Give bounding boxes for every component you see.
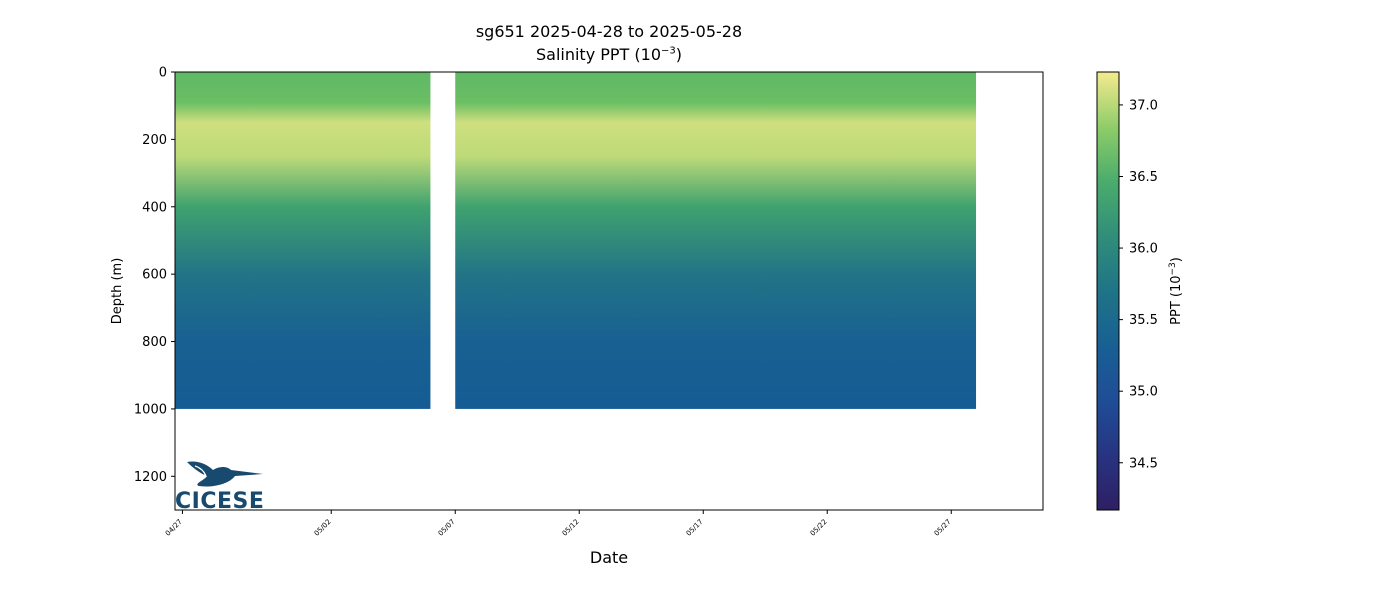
colorbar: 34.5 35.0 35.5 36.0 36.5 37.0 PPT (10−3) [1096,71,1184,511]
colorbar-tick-label: 37.0 [1129,98,1158,113]
subtitle-close: ) [675,45,683,64]
heatmap-segment [175,72,431,409]
plot-area [175,72,977,409]
colorbar-label: PPT (10−3) [1168,257,1184,325]
chart-subtitle: Salinity PPT (10−3) [175,45,1043,64]
x-tick-label: 05/27 [933,518,953,538]
colorbar-tick-label: 34.5 [1129,456,1158,471]
y-tick-label: 400 [142,200,167,215]
colorbar-tick-label: 36.5 [1129,170,1158,185]
x-tick-label: 05/07 [437,518,457,538]
colorbar-label-sup: −3 [1168,262,1178,275]
y-tick-label: 200 [142,133,167,148]
pelican-icon [187,461,263,487]
y-tick-label: 800 [142,335,167,350]
salinity-heatmap [175,72,977,409]
colorbar-tick-label: 36.0 [1129,242,1158,257]
colorbar-tick-label: 35.5 [1129,313,1158,328]
x-tick-label: 05/22 [809,518,829,538]
y-axis: 0 200 400 600 800 1000 1200 [134,66,175,485]
plot-frame [174,71,1044,511]
y-axis-label: Depth (m) [110,258,125,325]
colorbar-tick-label: 35.0 [1129,385,1158,400]
x-tick-label: 05/12 [561,518,581,538]
colorbar-gradient [1096,71,1120,511]
colorbar-label-text: PPT (10 [1169,275,1184,324]
heatmap-segment [455,72,977,409]
subtitle-exponent: −3 [661,45,676,57]
colorbar-ticks: 34.5 35.0 35.5 36.0 36.5 37.0 [1119,98,1158,471]
y-tick-label: 1000 [134,402,167,417]
x-axis-label: Date [590,548,628,567]
x-axis: 04/27 05/02 05/07 05/12 05/17 05/22 05/27 [164,510,953,538]
x-tick-label: 05/17 [685,518,705,538]
colorbar-label-close: ) [1169,257,1184,262]
y-tick-label: 1200 [134,470,167,485]
chart-title: sg651 2025-04-28 to 2025-05-28 [475,22,743,41]
y-tick-label: 0 [159,66,167,81]
cicese-logo: CICESE [175,458,275,514]
subtitle-text: Salinity PPT (10 [535,45,662,64]
logo-text: CICESE [175,489,265,514]
x-tick-label: 04/27 [164,518,184,538]
x-tick-label: 05/02 [313,518,333,538]
y-tick-label: 600 [142,268,167,283]
